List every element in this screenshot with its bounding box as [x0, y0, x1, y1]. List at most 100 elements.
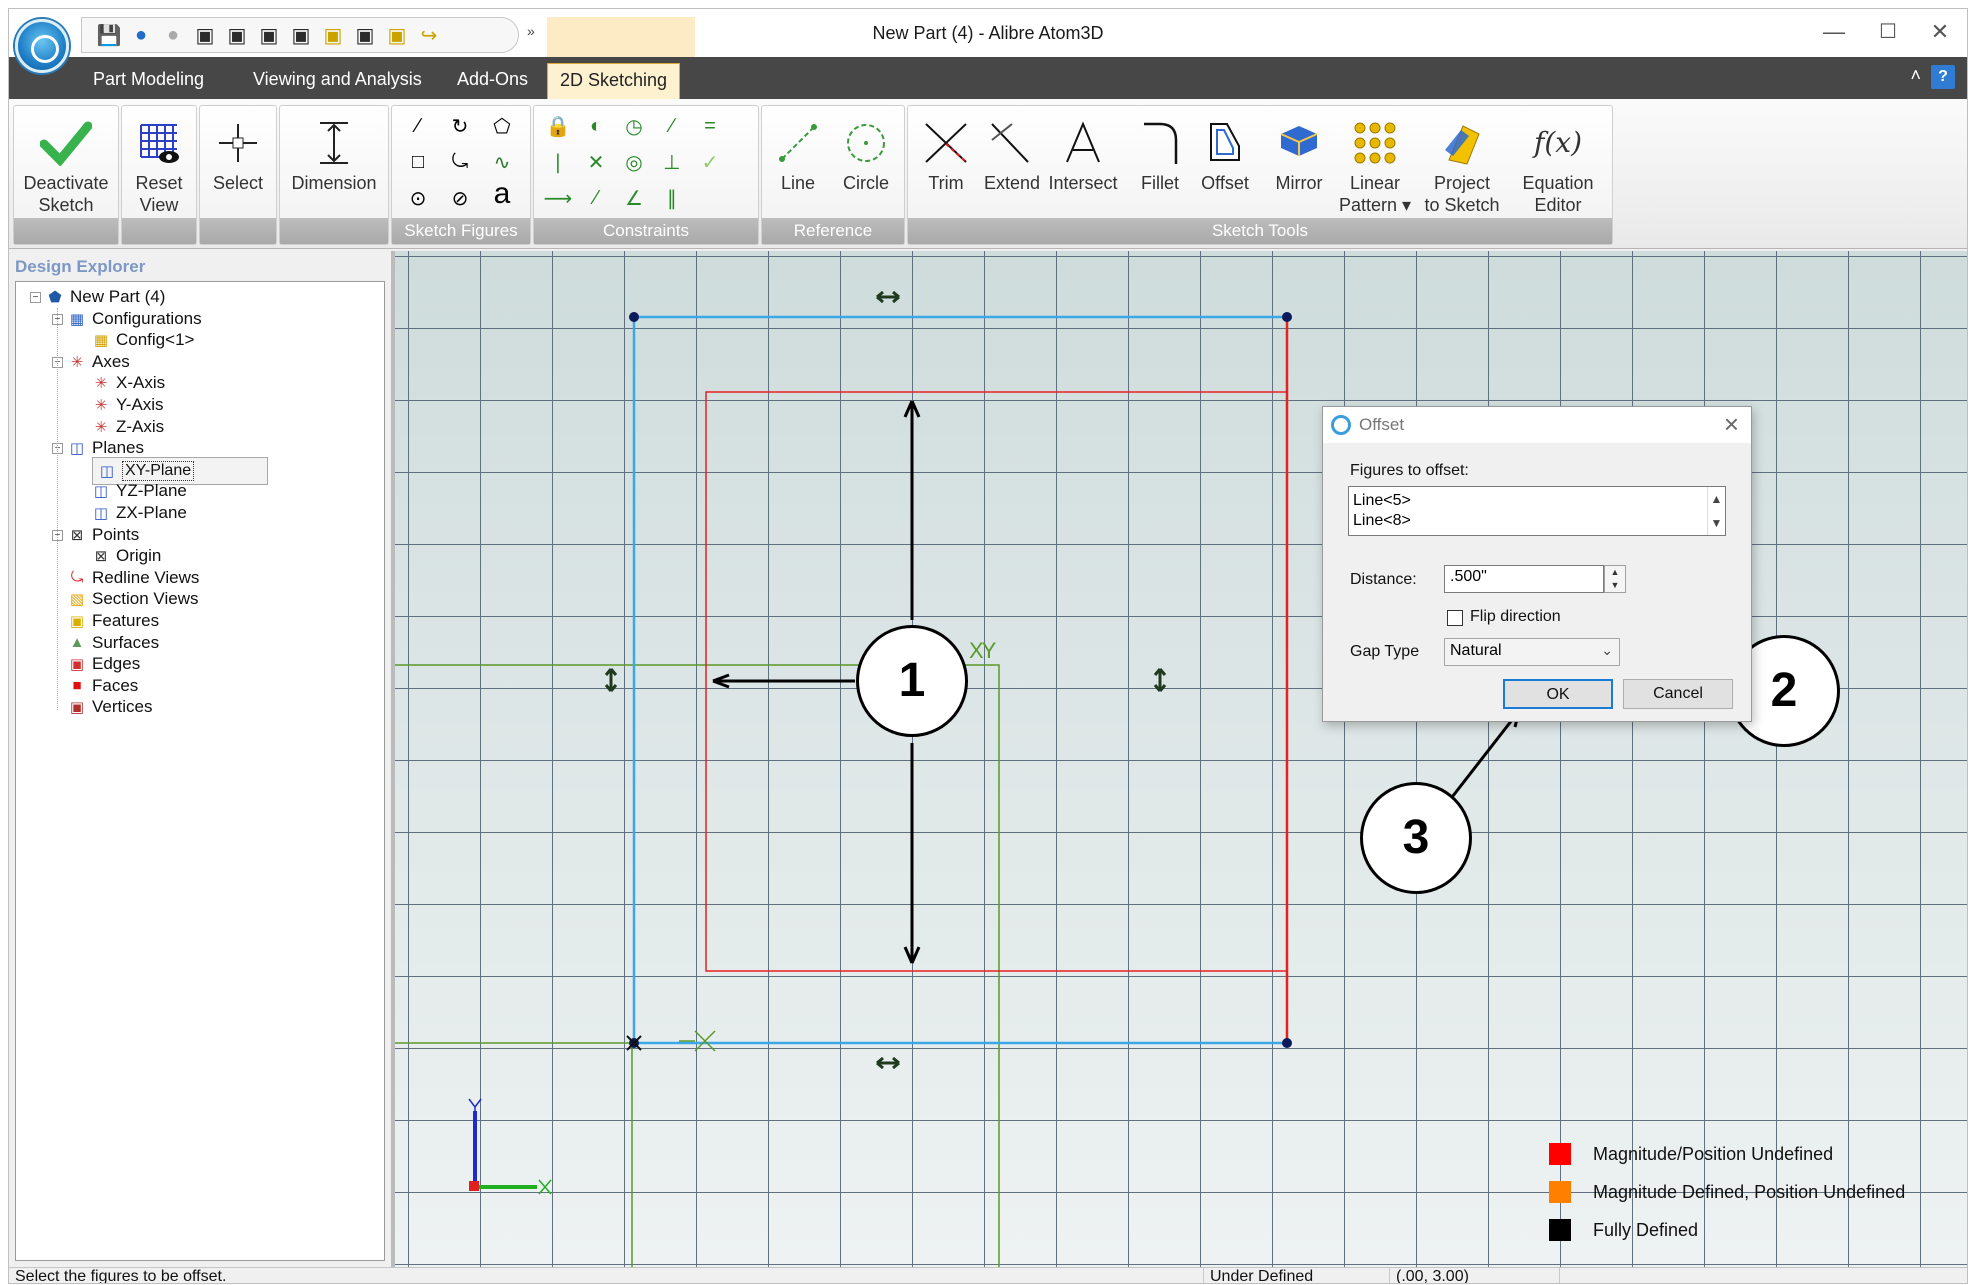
cube-view-icon[interactable]: ▣ — [195, 24, 215, 47]
reset-view-button[interactable]: Reset View — [122, 114, 196, 216]
intersect-button[interactable]: Intersect — [1046, 114, 1120, 194]
help-icon[interactable]: ? — [1931, 65, 1955, 89]
redo-icon[interactable]: ● — [166, 23, 180, 46]
mirror-button[interactable]: Mirror — [1268, 114, 1330, 194]
reference-circle-button[interactable]: Circle — [832, 114, 900, 194]
tree-node[interactable]: ▧ Section Views — [68, 586, 199, 612]
qat-more-icon[interactable]: » — [527, 23, 535, 39]
cube-view-icon[interactable]: ▣ — [387, 24, 407, 47]
dimension-button[interactable]: Dimension — [280, 114, 388, 194]
text-tool-icon[interactable]: a — [493, 177, 511, 210]
extend-button[interactable]: Extend — [980, 114, 1044, 194]
gap-type-select[interactable]: Natural ⌄ — [1444, 638, 1620, 666]
ok-button[interactable]: OK — [1503, 679, 1613, 709]
equal-constraint-icon[interactable]: = — [704, 114, 716, 137]
vertical-constraint-icon[interactable]: ∣ — [553, 151, 563, 174]
tree-node[interactable]: ■ Faces — [68, 673, 138, 699]
distance-stepper[interactable]: ▲ ▼ — [1604, 565, 1626, 593]
distance-input[interactable]: .500" — [1444, 565, 1604, 593]
listbox-scrollbar[interactable]: ▲ ▼ — [1707, 487, 1725, 535]
app-menu-button[interactable] — [15, 19, 69, 73]
sketch-canvas[interactable]: XY 1 2 3 Magnitude/Position Undefined Ma… — [395, 251, 1967, 1269]
list-item[interactable]: Line<5> — [1353, 492, 1411, 509]
concentric-constraint-icon[interactable]: ◎ — [625, 151, 643, 174]
figures-listbox[interactable]: Line<5> Line<8> ▲ ▼ — [1348, 486, 1726, 536]
symmetric-constraint-icon[interactable]: ✓ — [701, 151, 719, 174]
list-item[interactable]: Line<8> — [1353, 512, 1411, 529]
fillet-button[interactable]: Fillet — [1130, 114, 1190, 194]
deactivate-sketch-button[interactable]: Deactivate Sketch — [14, 114, 118, 216]
tree-node[interactable]: ▣ Edges — [68, 651, 140, 677]
equation-editor-button[interactable]: f(x) Equation Editor — [1508, 114, 1608, 216]
vertex-point[interactable] — [1282, 312, 1292, 322]
cancel-button[interactable]: Cancel — [1623, 679, 1733, 709]
tree-node[interactable]: ◫ Planes — [68, 435, 144, 461]
tree-node[interactable]: ◫ YZ-Plane — [92, 478, 187, 504]
tree-node[interactable]: ▣ Features — [68, 608, 159, 634]
undo-icon[interactable]: ● — [134, 23, 148, 46]
minimize-button[interactable]: — — [1823, 19, 1845, 44]
tangent-constraint-icon[interactable]: ◷ — [625, 115, 643, 138]
reference-line-button[interactable]: Line — [766, 114, 830, 194]
dialog-close-icon[interactable]: × — [1723, 409, 1739, 439]
tree-node[interactable]: ▣ Vertices — [68, 694, 153, 720]
tree-node[interactable]: ▦ Configurations — [68, 306, 202, 332]
arc-tool-icon[interactable]: ↻ — [451, 115, 469, 138]
offset-button[interactable]: Offset — [1192, 114, 1258, 194]
fillet-arc-tool-icon[interactable]: ⤿ — [451, 150, 469, 173]
explorer-tree[interactable]: ⬟ New Part (4) − ▦ Configurations − ▦ Config<1>… — [15, 281, 385, 1261]
tree-node[interactable]: ✳ X-Axis — [92, 370, 165, 396]
cube-view-icon[interactable]: ▣ — [355, 24, 375, 47]
tree-node[interactable]: ✳ Z-Axis — [92, 414, 164, 440]
vertex-point[interactable] — [1282, 1038, 1292, 1048]
save-icon[interactable]: 💾 — [96, 24, 122, 47]
collapse-toggle-icon[interactable]: − — [30, 292, 41, 303]
project-to-sketch-button[interactable]: Project to Sketch — [1420, 114, 1504, 216]
tree-node[interactable]: ⤿ Redline Views — [68, 565, 200, 591]
tree-node[interactable]: ⊠ Origin — [92, 543, 162, 569]
rectangle-tool-icon[interactable]: □ — [411, 150, 425, 173]
flip-direction-checkbox[interactable] — [1447, 610, 1463, 626]
tab-viewing-analysis[interactable]: Viewing and Analysis — [253, 69, 422, 89]
midpoint-constraint-icon[interactable]: ∕ — [594, 186, 598, 209]
cube-view-icon[interactable]: ▣ — [291, 24, 311, 47]
panel-splitter[interactable] — [391, 251, 395, 1269]
maximize-button[interactable]: ☐ — [1879, 21, 1897, 43]
cube-view-icon[interactable]: ▣ — [227, 24, 247, 47]
collinear-constraint-icon[interactable]: ∕ — [670, 114, 674, 137]
tree-node[interactable]: ⬟ New Part (4) — [46, 284, 165, 310]
trim-label: Trim — [928, 173, 964, 193]
close-button[interactable]: ✕ — [1930, 19, 1950, 44]
tree-node[interactable]: ▦ Config<1> — [92, 327, 195, 353]
trim-button[interactable]: Trim — [914, 114, 978, 194]
linear-pattern-button[interactable]: Linear Pattern ▾ — [1338, 114, 1412, 216]
circle-tool-icon[interactable]: ⊙ — [409, 187, 427, 210]
lock-constraint-icon[interactable]: 🔒 — [545, 115, 571, 138]
tab-add-ons[interactable]: Add-Ons — [457, 69, 529, 89]
angle-constraint-icon[interactable]: ∠ — [625, 187, 643, 210]
dialog-title-bar[interactable]: Offset × — [1323, 407, 1751, 443]
tree-node[interactable]: ◫ ZX-Plane — [92, 500, 187, 526]
polygon-tool-icon[interactable]: ⬠ — [493, 115, 511, 138]
tab-2d-sketching[interactable]: 2D Sketching — [547, 63, 681, 99]
tree-node[interactable]: ✳ Axes — [68, 349, 130, 375]
tree-node[interactable]: ✳ Y-Axis — [92, 392, 164, 418]
cube-view-icon[interactable]: ▣ — [259, 24, 279, 47]
perpendicular-constraint-icon[interactable]: ⊥ — [663, 151, 681, 174]
coincident-constraint-icon[interactable]: ◐ — [589, 114, 603, 137]
spline-tool-icon[interactable]: ∿ — [493, 151, 511, 174]
horizontal-constraint-icon[interactable]: ⟶ — [543, 187, 573, 210]
intersect-constraint-icon[interactable]: ✕ — [587, 151, 605, 174]
tree-node[interactable]: ⊠ Points — [68, 522, 140, 548]
tab-part-modeling[interactable]: Part Modeling — [93, 69, 205, 89]
select-button[interactable]: Select — [200, 114, 276, 194]
sketch-icon[interactable]: ↪ — [420, 24, 438, 47]
ellipse-tool-icon[interactable]: ⊘ — [451, 187, 469, 210]
cube-view-icon[interactable]: ▣ — [323, 24, 343, 47]
vertex-point[interactable] — [629, 312, 639, 322]
tree-node[interactable]: ▲ Surfaces — [68, 630, 160, 656]
tree-node[interactable]: ◫ XY-Plane — [92, 456, 268, 485]
line-tool-icon[interactable]: ∕ — [416, 114, 420, 137]
collapse-ribbon-icon[interactable]: ˄ — [1910, 65, 1921, 85]
parallel-constraint-icon[interactable]: ∥ — [667, 187, 677, 210]
